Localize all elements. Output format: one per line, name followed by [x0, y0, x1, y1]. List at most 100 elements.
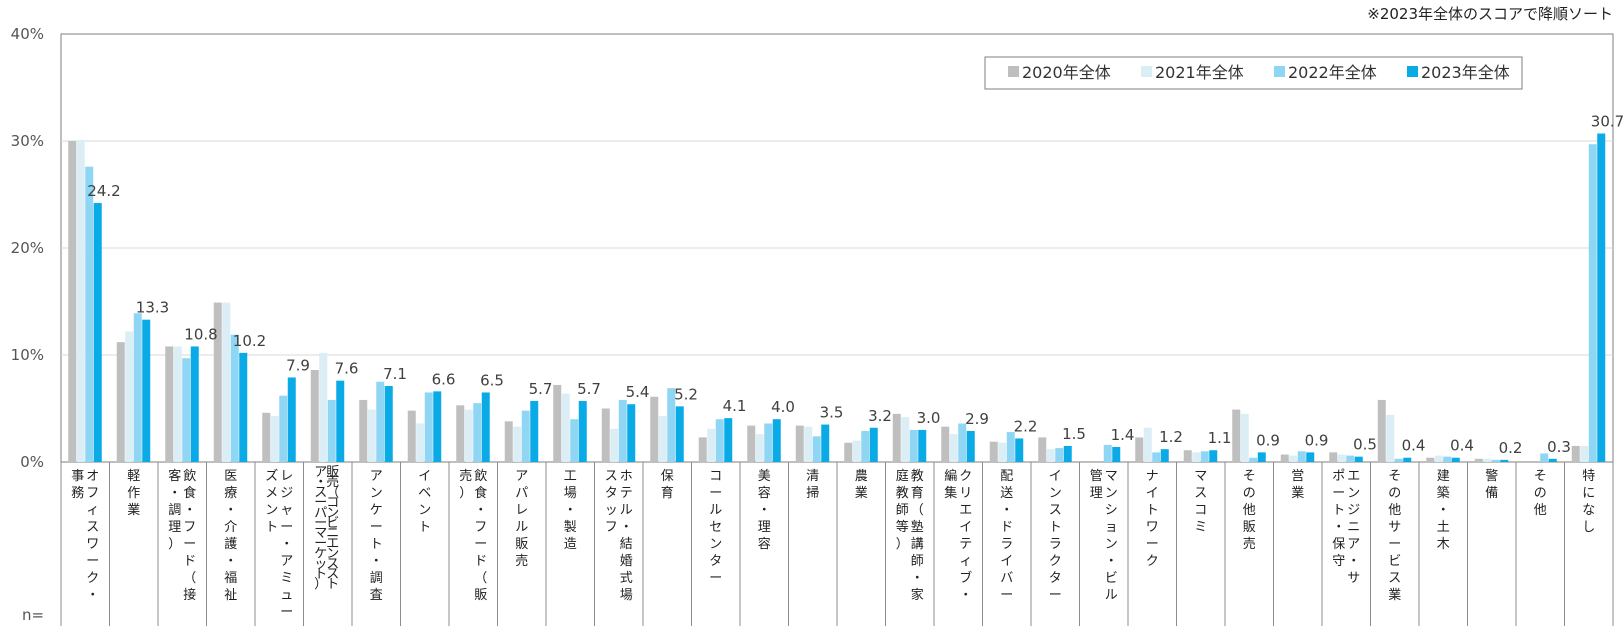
bar	[966, 430, 975, 462]
bar	[1135, 437, 1144, 462]
data-label: 2.2	[1014, 417, 1038, 435]
category-label-char: パ	[314, 506, 327, 521]
bar	[764, 423, 773, 462]
category-label: 警備	[1485, 468, 1498, 501]
category-label-char: （	[326, 485, 339, 500]
bar	[812, 436, 821, 462]
bar	[901, 417, 910, 462]
data-label: 5.7	[577, 380, 601, 398]
category-label-char: ー	[1000, 588, 1013, 603]
category-label-char: ア	[515, 469, 528, 484]
legend-box	[984, 56, 1523, 90]
bar	[918, 429, 927, 462]
bar	[222, 302, 231, 462]
data-label: 1.5	[1062, 425, 1086, 443]
category-label-char: ポ	[1332, 469, 1345, 484]
bar	[521, 410, 530, 462]
bar	[287, 377, 296, 462]
category-label-char: イ	[1146, 486, 1159, 501]
category-label-char: 教	[896, 485, 909, 501]
bar	[1192, 452, 1201, 462]
category-label-char: マ	[1105, 469, 1118, 484]
category-label-char: ン	[326, 506, 339, 521]
bar	[804, 426, 813, 462]
bar	[601, 408, 610, 462]
category-label-char: エ	[326, 536, 339, 551]
legend-label: 2020年全体	[1022, 63, 1111, 82]
bar	[1500, 459, 1509, 462]
category-label-char: タ	[1049, 571, 1062, 586]
category-label-char: し	[1582, 520, 1595, 535]
bar	[376, 381, 385, 462]
category-label-char: 管	[1090, 469, 1103, 484]
category-label-char: （	[474, 571, 487, 586]
bar	[433, 391, 442, 462]
category-label-char: ・	[474, 503, 487, 518]
bar	[772, 419, 781, 462]
data-label: 5.7	[529, 380, 553, 398]
category-label-char: 編	[944, 468, 957, 484]
category-label-char: 業	[127, 502, 140, 518]
category-label-char: ア	[280, 554, 293, 569]
bar	[1337, 454, 1346, 462]
category-label-char: ス	[605, 469, 618, 484]
bar	[1200, 451, 1209, 462]
category-label-char: 土	[1437, 520, 1450, 535]
category-label-char: イ	[1000, 554, 1013, 569]
category-label-char: の	[1534, 486, 1547, 501]
bar	[1377, 399, 1386, 462]
data-label: 1.4	[1111, 426, 1135, 444]
data-label: 10.8	[184, 325, 217, 343]
category-label-char: ビ	[1105, 571, 1118, 586]
data-label: 4.1	[723, 397, 747, 415]
category-label-char: リ	[959, 486, 972, 501]
category-label-char: ー	[709, 571, 722, 586]
category-label-char: コ	[326, 496, 339, 511]
bar	[861, 430, 870, 462]
bar	[949, 434, 958, 462]
bar	[675, 406, 684, 462]
category-label-char: ミ	[280, 571, 293, 586]
bar	[384, 386, 393, 462]
category-label-char: ー	[280, 520, 293, 535]
bar	[698, 437, 707, 462]
bar	[658, 415, 667, 462]
category-label-char: ク	[959, 469, 972, 484]
bar	[1491, 459, 1500, 462]
category-label-char: 講	[911, 536, 924, 552]
bar	[68, 141, 77, 462]
category-label-char: ー	[314, 536, 327, 551]
n-label: n=	[22, 606, 44, 624]
data-label: 30.7	[1591, 113, 1623, 131]
category-label-char: ィ	[86, 503, 99, 518]
category-label-char: ル	[620, 503, 633, 518]
category-label-char: の	[1388, 486, 1401, 501]
bar	[239, 352, 248, 462]
category-label-char: そ	[1243, 469, 1256, 484]
bar	[1426, 457, 1435, 462]
category-label-char: ン	[418, 503, 431, 518]
bar	[407, 410, 416, 462]
bar	[1152, 452, 1161, 462]
data-label: 0.9	[1256, 431, 1280, 449]
category-label-char: シ	[1105, 503, 1118, 518]
category-label-char: ジ	[1347, 503, 1360, 518]
category-label-char: ー	[1332, 486, 1345, 501]
category-label-char: ラ	[1049, 537, 1062, 552]
bar	[1483, 458, 1492, 462]
category-label-char: 掃	[806, 485, 819, 501]
bar	[1597, 133, 1606, 462]
category-label-char: ・	[959, 588, 972, 603]
category-label-char: ト	[1049, 520, 1062, 535]
category-label: 飲食・フード （接 客・調理 ）	[168, 468, 196, 603]
category-label-char: ・	[1332, 520, 1345, 535]
category-label: 美容・理容	[758, 469, 771, 552]
bar	[821, 424, 830, 462]
category-label-char: ・	[370, 554, 383, 569]
category-label: 軽作業	[127, 469, 140, 518]
category-label-char: エ	[1347, 469, 1360, 484]
